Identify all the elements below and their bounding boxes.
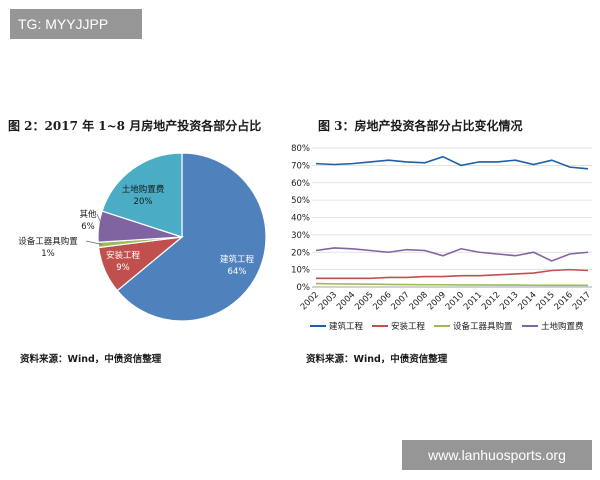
slice-value-land: 20% [134,197,153,207]
y-tick-label: 40% [291,214,310,224]
series-line [315,282,588,287]
slice-value-equipment: 1% [41,249,55,259]
slice-label-installation: 安装工程 [106,250,141,261]
slice-value-construction: 64% [228,267,247,277]
legend-label: 安装工程 [391,321,426,332]
x-tick-label: 2005 [353,290,375,312]
line-chart-source: 资料来源：Wind，中债资信整理 [306,354,448,365]
y-tick-label: 70% [291,161,310,171]
x-tick-label: 2002 [299,290,321,312]
watermark-top-left: TG: MYYJJPP [10,9,142,39]
x-tick-label: 2010 [444,290,466,312]
y-tick-label: 30% [291,231,310,241]
y-tick-label: 50% [291,196,310,206]
legend-label: 建筑工程 [329,321,364,332]
line-chart-title: 图 3：房地产投资各部分占比变化情况 [318,119,523,133]
x-tick-label: 2015 [534,290,556,312]
x-tick-label: 2003 [317,290,339,312]
x-tick-label: 2014 [516,290,538,312]
pie-chart: 建筑工程 64% 安装工程 9% 设备工器具购置 1% 其他 6% 土地购置费 20% [18,152,267,322]
y-tick-label: 10% [291,266,310,276]
pie-chart-title: 图 2：2017 年 1~8 月房地产投资各部分占比 [8,119,262,133]
x-tick-label: 2004 [335,290,357,312]
x-tick-label: 2007 [389,290,411,312]
pie-slice [116,152,267,322]
series-line [315,247,589,262]
x-tick-label: 2013 [498,290,520,312]
y-tick-label: 60% [291,179,310,189]
leader-line [96,213,103,228]
series-line [315,155,589,170]
y-tick-label: 20% [291,248,310,258]
y-tick-label: 80% [291,144,310,154]
legend-label: 设备工器具购置 [453,321,513,332]
line-chart: 0%10%20%30%40%50%60%70%80%20022003200420… [291,144,593,332]
x-tick-label: 2016 [553,290,575,312]
x-tick-label: 2009 [426,290,448,312]
pie-chart-source: 资料来源：Wind，中债资信整理 [20,354,162,365]
slice-value-other: 6% [81,222,95,232]
slice-label-equipment: 设备工器具购置 [18,236,78,247]
slice-label-other: 其他 [79,209,97,220]
series-line [316,268,589,280]
slice-value-installation: 9% [116,263,130,273]
x-tick-label: 2017 [571,290,593,312]
pie-slice [101,152,183,238]
slice-label-land: 土地购置费 [122,184,165,195]
legend-label: 土地购置费 [541,321,584,332]
leader-line [85,240,103,245]
y-tick-label: 0% [297,283,311,293]
x-tick-label: 2012 [480,290,502,312]
slice-label-construction: 建筑工程 [220,254,255,265]
x-tick-label: 2011 [462,290,484,312]
x-tick-label: 2008 [408,290,430,312]
x-tick-label: 2006 [371,290,393,312]
watermark-bottom-right: www.lanhuosports.org [402,440,592,470]
